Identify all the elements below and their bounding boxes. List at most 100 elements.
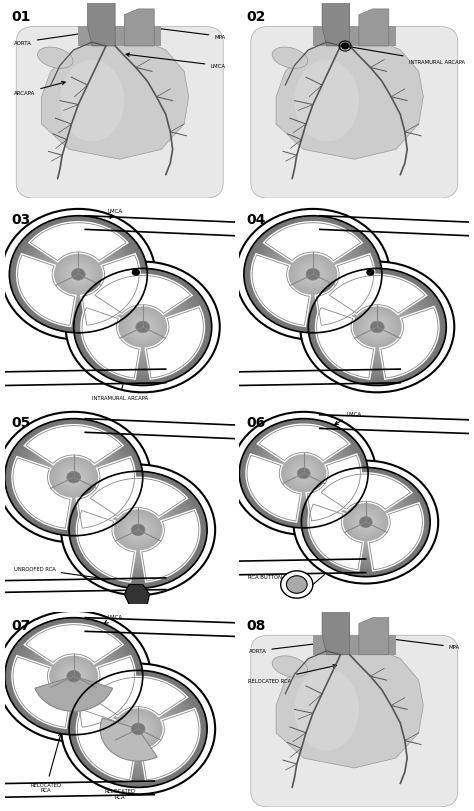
Circle shape [101, 499, 175, 561]
Circle shape [60, 260, 97, 290]
Circle shape [310, 271, 444, 384]
Circle shape [322, 281, 432, 375]
Polygon shape [88, 2, 115, 47]
Circle shape [310, 475, 421, 569]
Circle shape [12, 425, 136, 530]
Circle shape [69, 474, 78, 482]
Text: MPA: MPA [147, 27, 226, 40]
Polygon shape [13, 458, 70, 529]
Polygon shape [359, 10, 389, 47]
Circle shape [58, 464, 90, 491]
Polygon shape [26, 625, 121, 663]
Polygon shape [90, 478, 186, 517]
Circle shape [272, 240, 354, 310]
Circle shape [373, 324, 382, 332]
Circle shape [278, 246, 347, 304]
Polygon shape [142, 710, 199, 780]
Text: RCA BUTTON: RCA BUTTON [248, 574, 304, 581]
Circle shape [14, 626, 134, 727]
Circle shape [359, 517, 372, 528]
Ellipse shape [294, 61, 359, 143]
Circle shape [62, 667, 85, 686]
Circle shape [108, 298, 177, 357]
Circle shape [64, 668, 83, 684]
Circle shape [72, 476, 76, 479]
Circle shape [99, 290, 186, 365]
Polygon shape [322, 2, 350, 47]
Circle shape [69, 672, 78, 680]
Circle shape [124, 717, 152, 740]
Circle shape [9, 423, 138, 532]
Polygon shape [77, 511, 135, 581]
Circle shape [284, 457, 323, 490]
Polygon shape [77, 657, 135, 727]
Circle shape [251, 222, 375, 328]
Circle shape [136, 727, 140, 731]
Circle shape [110, 706, 166, 753]
Circle shape [314, 478, 417, 566]
Circle shape [21, 632, 127, 721]
Circle shape [37, 646, 110, 707]
Circle shape [120, 714, 156, 744]
Polygon shape [82, 255, 139, 326]
Circle shape [134, 526, 143, 534]
Circle shape [327, 285, 428, 371]
Circle shape [345, 300, 410, 355]
Circle shape [260, 230, 366, 320]
Circle shape [136, 528, 140, 532]
Circle shape [14, 221, 143, 329]
Circle shape [127, 719, 150, 739]
Circle shape [359, 312, 396, 343]
Circle shape [131, 318, 154, 337]
Text: LMCA: LMCA [335, 411, 362, 425]
Text: MPA: MPA [381, 637, 460, 650]
Circle shape [85, 684, 191, 774]
Circle shape [88, 686, 189, 772]
Circle shape [364, 315, 391, 339]
Circle shape [324, 283, 430, 372]
Circle shape [122, 715, 154, 743]
Circle shape [336, 497, 396, 548]
Text: 02: 02 [246, 10, 265, 24]
Circle shape [88, 487, 189, 573]
Ellipse shape [294, 668, 359, 750]
Circle shape [136, 322, 150, 333]
Circle shape [53, 460, 94, 496]
Circle shape [58, 663, 90, 690]
Circle shape [267, 443, 340, 504]
Circle shape [306, 269, 320, 281]
Circle shape [30, 234, 127, 315]
Circle shape [294, 260, 331, 290]
Polygon shape [124, 10, 154, 47]
Circle shape [113, 303, 173, 353]
Text: INTRAMURAL ARCAPA: INTRAMURAL ARCAPA [91, 375, 148, 401]
Text: LMCA: LMCA [108, 208, 123, 219]
Text: UNROOFED RCA: UNROOFED RCA [14, 567, 127, 583]
Circle shape [61, 465, 215, 595]
Circle shape [132, 269, 140, 277]
Circle shape [297, 468, 310, 479]
Circle shape [21, 226, 136, 324]
Circle shape [7, 421, 140, 534]
Circle shape [118, 513, 159, 547]
Circle shape [236, 210, 390, 341]
Circle shape [255, 432, 353, 516]
Circle shape [115, 511, 161, 550]
Circle shape [329, 286, 426, 368]
Polygon shape [78, 28, 161, 47]
Polygon shape [265, 224, 361, 261]
Circle shape [131, 525, 145, 536]
Circle shape [94, 692, 182, 766]
Circle shape [131, 723, 145, 735]
Circle shape [323, 486, 409, 559]
Circle shape [312, 477, 419, 568]
Circle shape [61, 663, 215, 794]
Circle shape [97, 289, 189, 367]
Text: INTRAMURAL ARCAPA: INTRAMURAL ARCAPA [246, 276, 362, 287]
Circle shape [261, 437, 346, 510]
Circle shape [248, 221, 377, 329]
Circle shape [16, 222, 140, 328]
Circle shape [244, 423, 364, 525]
Circle shape [273, 448, 334, 499]
Text: 01: 01 [12, 10, 31, 24]
